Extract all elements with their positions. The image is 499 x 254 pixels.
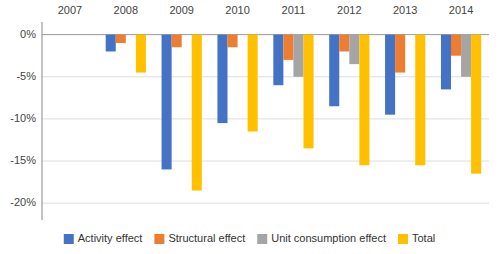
bar <box>192 35 202 191</box>
legend-swatch <box>398 234 408 244</box>
bar <box>359 35 369 166</box>
x-tick-label: 2008 <box>114 4 138 16</box>
bar <box>471 35 481 174</box>
x-tick-label: 2013 <box>393 4 417 16</box>
x-tick-label: 2007 <box>58 4 82 16</box>
legend-swatch <box>257 234 267 244</box>
y-tick-label: -5% <box>16 70 36 82</box>
legend-label: Unit consumption effect <box>271 232 386 244</box>
bar <box>228 35 238 48</box>
x-tick-label: 2011 <box>282 4 306 16</box>
y-axis-line <box>42 22 43 220</box>
legend-item: Structural effect <box>154 232 245 244</box>
legend-item: Activity effect <box>64 232 143 244</box>
y-tick-label: 0% <box>20 28 36 40</box>
bar <box>136 35 146 73</box>
bar <box>60 34 70 35</box>
bars <box>106 35 481 191</box>
bar <box>441 35 451 90</box>
bar <box>238 34 248 35</box>
bar <box>182 34 192 35</box>
grid-line <box>42 203 489 204</box>
bar <box>126 34 136 35</box>
y-tick-label: -15% <box>10 154 36 166</box>
legend-item: Total <box>398 232 435 244</box>
bar <box>70 34 80 35</box>
bar <box>283 35 293 60</box>
x-tick-label: 2012 <box>337 4 361 16</box>
legend-label: Activity effect <box>78 232 143 244</box>
bar <box>451 35 461 56</box>
bar <box>106 35 116 52</box>
bar <box>303 35 313 149</box>
bar <box>415 35 425 166</box>
bar <box>293 35 303 77</box>
x-tick-label: 2014 <box>449 4 473 16</box>
bar <box>329 35 339 107</box>
legend-swatch <box>154 234 164 244</box>
bar <box>217 35 227 123</box>
legend-label: Structural effect <box>168 232 245 244</box>
bar <box>273 35 283 86</box>
bar <box>50 34 60 35</box>
bar <box>339 35 349 52</box>
legend-swatch <box>64 234 74 244</box>
bar <box>80 34 90 35</box>
x-tick-label: 2010 <box>225 4 249 16</box>
bar <box>349 35 359 64</box>
bar <box>461 35 471 77</box>
bar <box>162 35 172 170</box>
legend-item: Unit consumption effect <box>257 232 386 244</box>
bar <box>172 35 182 48</box>
y-tick-label: -10% <box>10 112 36 124</box>
x-tick-label: 2009 <box>169 4 193 16</box>
bar <box>248 35 258 132</box>
bar <box>395 35 405 73</box>
bar <box>405 34 415 35</box>
y-tick-label: -20% <box>10 196 36 208</box>
legend-label: Total <box>412 232 435 244</box>
bar <box>385 35 395 115</box>
chart: 0% -5% -10% -15% -20% 2007 2008 2009 2010 2011 201… <box>0 0 499 254</box>
legend: Activity effect Structural effect Unit con… <box>64 232 435 244</box>
bar <box>116 35 126 43</box>
